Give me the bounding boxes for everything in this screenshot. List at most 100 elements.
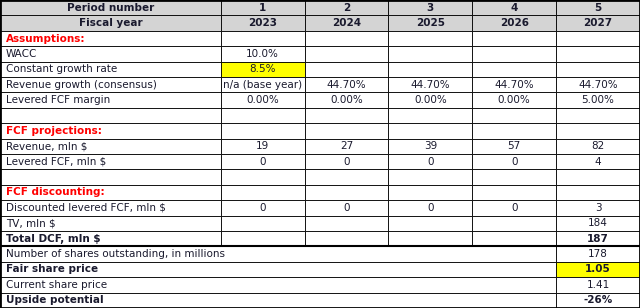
Text: Levered FCF, mln $: Levered FCF, mln $ [6, 157, 106, 167]
Text: n/a (base year): n/a (base year) [223, 80, 302, 90]
Bar [388, 154, 472, 169]
Bar [221, 0, 305, 15]
Bar [0, 46, 221, 62]
Bar [388, 108, 472, 123]
Bar [305, 31, 388, 46]
Text: 0: 0 [427, 203, 434, 213]
Text: 8.5%: 8.5% [250, 64, 276, 74]
Bar [221, 46, 305, 62]
Text: 5.00%: 5.00% [582, 95, 614, 105]
Bar [556, 293, 640, 308]
Bar [0, 15, 221, 31]
Text: 0: 0 [511, 203, 518, 213]
Text: -26%: -26% [584, 295, 612, 305]
Text: 0: 0 [343, 157, 350, 167]
Bar [388, 185, 472, 200]
Text: 44.70%: 44.70% [411, 80, 450, 90]
Bar [0, 293, 556, 308]
Text: Period number: Period number [67, 3, 154, 13]
Text: 2025: 2025 [416, 18, 445, 28]
Text: 0: 0 [511, 157, 518, 167]
Bar [388, 200, 472, 216]
Bar [472, 216, 556, 231]
Bar [556, 108, 640, 123]
Text: Levered FCF margin: Levered FCF margin [6, 95, 110, 105]
Bar [305, 15, 388, 31]
Text: 27: 27 [340, 141, 353, 151]
Bar [388, 216, 472, 231]
Bar [472, 0, 556, 15]
Text: 0: 0 [259, 203, 266, 213]
Bar [472, 154, 556, 169]
Text: 5: 5 [595, 3, 602, 13]
Text: 44.70%: 44.70% [579, 80, 618, 90]
Bar [305, 123, 388, 139]
Bar [305, 231, 388, 246]
Text: Revenue, mln $: Revenue, mln $ [6, 141, 88, 151]
Bar [0, 62, 221, 77]
Bar [0, 185, 221, 200]
Bar [472, 108, 556, 123]
Bar [221, 15, 305, 31]
Bar [221, 185, 305, 200]
Bar [388, 31, 472, 46]
Text: Assumptions:: Assumptions: [6, 34, 86, 43]
Bar [0, 123, 221, 139]
Bar [305, 139, 388, 154]
Bar [388, 139, 472, 154]
Bar [556, 31, 640, 46]
Text: 2: 2 [343, 3, 350, 13]
Text: 0: 0 [427, 157, 434, 167]
Bar [388, 169, 472, 185]
Bar [556, 15, 640, 31]
Text: 4: 4 [595, 157, 602, 167]
Bar [388, 0, 472, 15]
Bar [556, 62, 640, 77]
Bar [221, 154, 305, 169]
Text: Discounted levered FCF, mln $: Discounted levered FCF, mln $ [6, 203, 166, 213]
Bar [0, 169, 221, 185]
Text: 2023: 2023 [248, 18, 277, 28]
Text: 0: 0 [343, 203, 350, 213]
Bar [221, 123, 305, 139]
Bar [305, 62, 388, 77]
Text: 3: 3 [595, 203, 602, 213]
Bar [305, 108, 388, 123]
Text: Constant growth rate: Constant growth rate [6, 64, 117, 74]
Bar [556, 77, 640, 92]
Bar [0, 31, 221, 46]
Bar [0, 262, 556, 277]
Text: FCF projections:: FCF projections: [6, 126, 102, 136]
Bar [556, 246, 640, 262]
Bar [0, 108, 221, 123]
Bar [556, 139, 640, 154]
Bar [472, 15, 556, 31]
Text: 0.00%: 0.00% [414, 95, 447, 105]
Text: 44.70%: 44.70% [495, 80, 534, 90]
Bar [472, 46, 556, 62]
Bar [221, 108, 305, 123]
Bar [0, 139, 221, 154]
Bar [305, 169, 388, 185]
Text: 0: 0 [259, 157, 266, 167]
Bar [556, 277, 640, 293]
Bar [305, 77, 388, 92]
Bar [0, 0, 221, 15]
Bar [556, 216, 640, 231]
Bar [388, 123, 472, 139]
Bar [472, 185, 556, 200]
Bar [221, 200, 305, 216]
Bar [221, 216, 305, 231]
Bar [221, 231, 305, 246]
Bar [305, 46, 388, 62]
Text: 2024: 2024 [332, 18, 361, 28]
Text: FCF discounting:: FCF discounting: [6, 188, 104, 197]
Bar [221, 169, 305, 185]
Bar [0, 277, 556, 293]
Bar [0, 200, 221, 216]
Text: TV, mln $: TV, mln $ [6, 218, 56, 228]
Text: Current share price: Current share price [6, 280, 107, 290]
Text: 178: 178 [588, 249, 608, 259]
Bar [556, 0, 640, 15]
Text: Revenue growth (consensus): Revenue growth (consensus) [6, 80, 157, 90]
